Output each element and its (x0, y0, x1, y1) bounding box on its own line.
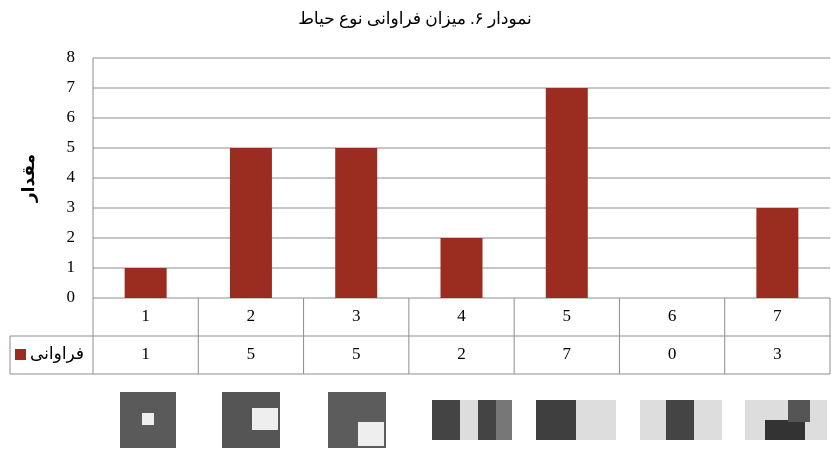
table-value: 1 (141, 344, 150, 363)
x-tick-label: 2 (247, 306, 256, 325)
y-tick-label: 7 (67, 77, 76, 96)
bar (229, 148, 272, 298)
y-tick-label: 8 (67, 47, 76, 66)
bar (124, 268, 167, 298)
chart-title: نمودار ۶. میزان فراوانی نوع حیاط (298, 9, 532, 29)
legend-swatch (15, 349, 26, 360)
x-tick-label: 5 (563, 306, 572, 325)
y-tick-label: 4 (67, 167, 76, 186)
table-value: 2 (457, 344, 466, 363)
y-tick-label: 2 (67, 227, 76, 246)
y-tick-label: 6 (67, 107, 76, 126)
x-tick-label: 4 (457, 306, 466, 325)
y-tick-label: 1 (67, 257, 76, 276)
table-value: 3 (773, 344, 782, 363)
bar (756, 208, 799, 298)
table-value: 5 (352, 344, 361, 363)
y-tick-label: 3 (67, 197, 76, 216)
x-tick-label: 7 (773, 306, 782, 325)
thumbnails (120, 392, 827, 448)
legend-label: فراوانی (30, 344, 84, 363)
bar (440, 238, 483, 298)
table-value: 7 (563, 344, 572, 363)
x-tick-label: 3 (352, 306, 361, 325)
table-value: 5 (247, 344, 256, 363)
table-value: 0 (668, 344, 677, 363)
y-tick-label: 5 (67, 137, 76, 156)
x-tick-label: 1 (141, 306, 150, 325)
x-tick-label: 6 (668, 306, 677, 325)
bar (545, 88, 588, 298)
y-tick-label: 0 (67, 287, 76, 306)
y-axis-label: مقدار (19, 154, 38, 203)
bar (335, 148, 378, 298)
